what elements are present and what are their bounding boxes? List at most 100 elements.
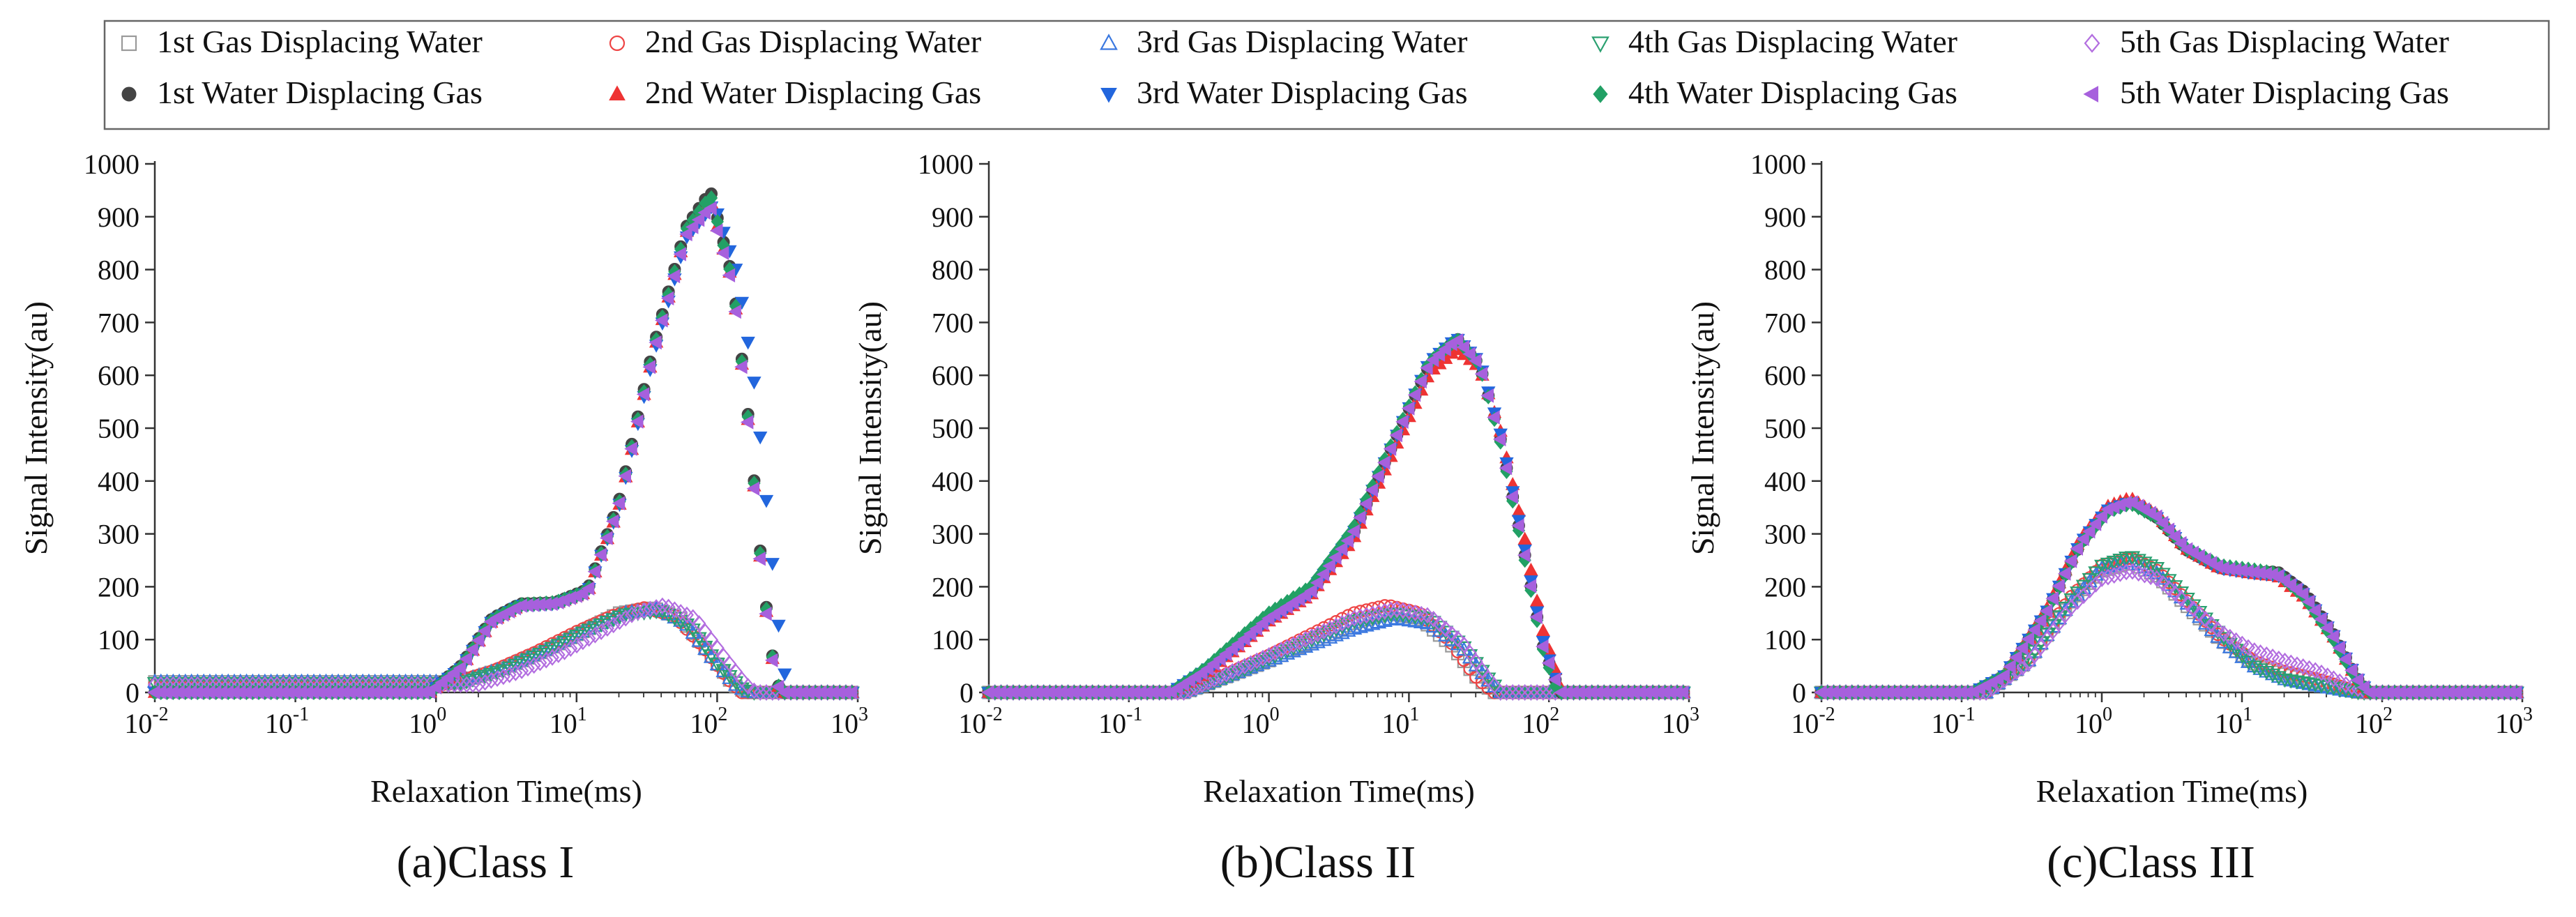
data-point bbox=[2204, 616, 2219, 633]
data-point bbox=[532, 647, 548, 662]
data-point bbox=[1425, 618, 1441, 633]
data-point bbox=[2235, 635, 2250, 653]
y-tick-label: 800 bbox=[1764, 255, 1806, 286]
data-point bbox=[1524, 684, 1538, 701]
data-point bbox=[2057, 566, 2071, 581]
data-point bbox=[1346, 620, 1363, 635]
y-tick-label: 0 bbox=[960, 677, 973, 708]
data-point bbox=[2229, 632, 2243, 649]
data-point bbox=[2064, 598, 2079, 616]
data-point bbox=[2101, 568, 2115, 586]
data-point bbox=[764, 653, 778, 667]
data-point bbox=[1304, 584, 1317, 598]
data-point bbox=[771, 619, 786, 633]
x-tick-label: 100 bbox=[2075, 704, 2112, 739]
data-point bbox=[2211, 621, 2225, 638]
data-point bbox=[1383, 441, 1397, 456]
data-point bbox=[1997, 668, 2010, 683]
data-point bbox=[1420, 361, 1433, 375]
data-point bbox=[685, 624, 701, 639]
data-point bbox=[752, 552, 766, 566]
data-point bbox=[581, 581, 595, 596]
data-point bbox=[722, 268, 736, 282]
data-point bbox=[1506, 684, 1520, 701]
x-tick-label: 101 bbox=[550, 704, 587, 739]
data-point bbox=[1370, 614, 1387, 629]
data-point bbox=[679, 618, 695, 633]
data-point bbox=[630, 604, 645, 621]
data-point bbox=[508, 665, 523, 681]
y-tick-label: 500 bbox=[1764, 413, 1806, 444]
data-point bbox=[453, 661, 467, 676]
data-point bbox=[471, 676, 486, 693]
data-point bbox=[667, 268, 681, 284]
data-point bbox=[1547, 672, 1561, 687]
data-point bbox=[2124, 551, 2141, 566]
data-point bbox=[2149, 509, 2162, 524]
data-point bbox=[636, 387, 650, 402]
data-point bbox=[1474, 665, 1490, 679]
legend-entry: 3rd Gas Displacing Water bbox=[1100, 24, 1468, 59]
data-point bbox=[471, 633, 485, 648]
data-point bbox=[1268, 644, 1282, 661]
data-point bbox=[2149, 570, 2164, 587]
y-tick-label: 100 bbox=[932, 624, 973, 655]
legend-entry: 3rd Water Displacing Gas bbox=[1100, 75, 1468, 110]
chart-panel-b: 0 100 200 300 400 500 600 700 800 900 1000 10-2 10-1… bbox=[852, 149, 1699, 888]
y-tick-label: 100 bbox=[98, 624, 139, 655]
data-point bbox=[759, 684, 773, 701]
data-point bbox=[1359, 607, 1374, 624]
data-point bbox=[1225, 662, 1240, 680]
data-point bbox=[752, 431, 768, 445]
data-point bbox=[2308, 603, 2321, 618]
y-axis-label: Signal Intensity(au) bbox=[852, 301, 888, 555]
x-tick-label: 102 bbox=[690, 704, 727, 739]
data-point bbox=[2094, 509, 2107, 524]
data-point bbox=[1389, 427, 1402, 443]
data-point bbox=[740, 684, 756, 699]
data-point bbox=[570, 637, 584, 654]
data-point bbox=[2155, 575, 2170, 592]
data-point bbox=[513, 655, 530, 671]
data-point bbox=[2289, 675, 2305, 690]
data-point bbox=[551, 646, 566, 663]
data-point bbox=[2277, 673, 2293, 688]
data-point bbox=[2338, 651, 2351, 667]
data-point bbox=[2246, 658, 2262, 673]
data-point bbox=[2167, 529, 2181, 544]
data-point bbox=[1480, 672, 1497, 687]
data-point bbox=[1213, 668, 1227, 685]
data-point bbox=[637, 602, 651, 619]
data-point bbox=[1207, 671, 1222, 688]
data-point bbox=[1463, 644, 1477, 662]
data-point bbox=[464, 669, 481, 684]
data-point bbox=[2253, 656, 2268, 670]
data-point bbox=[1383, 611, 1399, 626]
data-point bbox=[2283, 674, 2299, 689]
data-point bbox=[2088, 566, 2104, 581]
data-point bbox=[1474, 366, 1488, 381]
data-point bbox=[605, 613, 621, 628]
y-tick-label: 900 bbox=[98, 202, 139, 233]
data-point bbox=[1262, 646, 1276, 664]
data-point bbox=[679, 227, 692, 242]
data-point bbox=[673, 247, 686, 262]
data-point bbox=[2192, 605, 2207, 623]
data-point bbox=[741, 336, 755, 350]
data-point bbox=[2259, 666, 2275, 681]
data-point bbox=[1298, 630, 1313, 648]
data-point bbox=[1529, 593, 1545, 607]
data-point bbox=[1420, 607, 1434, 624]
data-point bbox=[697, 640, 713, 655]
chart-panel-a: 0 100 200 300 400 500 600 700 800 900 1000 10-2 10-1… bbox=[18, 149, 868, 888]
data-point bbox=[1536, 623, 1551, 637]
y-tick-label: 300 bbox=[1764, 519, 1806, 550]
data-point bbox=[1492, 432, 1506, 447]
x-tick-label: 10-1 bbox=[1931, 704, 1975, 739]
data-point bbox=[1517, 684, 1532, 701]
legend-marker bbox=[2084, 33, 2100, 53]
y-tick-label: 400 bbox=[98, 466, 139, 497]
data-point bbox=[703, 649, 720, 664]
data-point bbox=[1457, 636, 1471, 653]
